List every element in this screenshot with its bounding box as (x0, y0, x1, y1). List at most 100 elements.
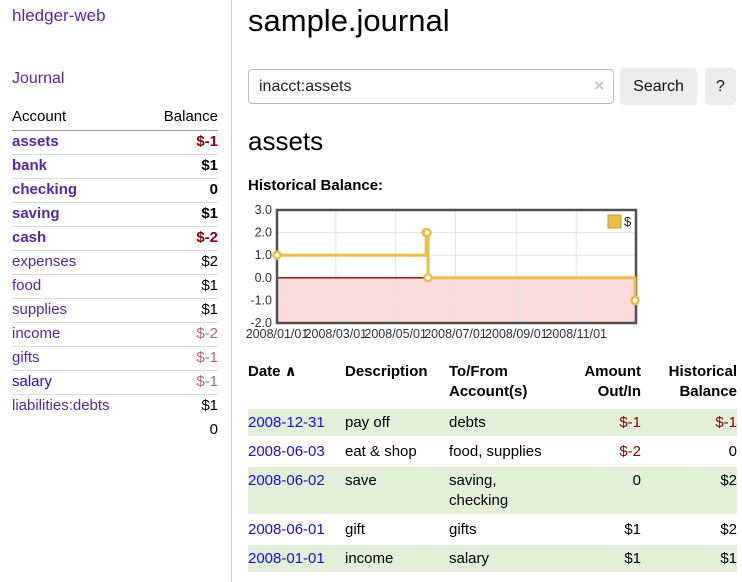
svg-text:3.0: 3.0 (255, 203, 272, 217)
account-link[interactable]: bank (12, 157, 48, 174)
svg-text:1.0: 1.0 (255, 248, 272, 262)
register-description-cell: gift (345, 515, 449, 545)
register-balance-cell: 0 (641, 437, 737, 467)
account-link[interactable]: liabilities:debts (12, 397, 110, 414)
svg-text:2.0: 2.0 (255, 226, 272, 240)
account-balance: $1 (144, 154, 218, 179)
account-link[interactable]: gifts (12, 349, 40, 366)
clear-search-icon[interactable]: × (594, 76, 604, 95)
sort-asc-icon: ∧ (280, 363, 297, 380)
register-description-cell: save (345, 466, 449, 516)
register-description-cell: income (345, 544, 449, 574)
register-balance-cell: $-1 (641, 409, 737, 438)
transaction-date-link[interactable]: 2008-01-01 (248, 550, 325, 567)
register-accounts-cell: food, supplies (449, 437, 571, 467)
register-col-header: Description (345, 363, 428, 380)
register-amount-cell: $1 (571, 544, 641, 574)
accounts-col-header: Account (12, 105, 145, 131)
register-accounts-cell: debts (449, 409, 571, 438)
account-row: salary $-1 (12, 370, 218, 395)
account-row: cash $-2 (12, 226, 218, 251)
account-balance: $-2 (144, 226, 218, 251)
account-link[interactable]: salary (12, 373, 53, 390)
register-date-cell: 2008-06-01 (248, 515, 345, 545)
svg-text:2008/03/01: 2008/03/01 (305, 327, 368, 341)
chart-title: Historical Balance: (248, 177, 384, 194)
register-col-header-sortable[interactable]: Date ∧ (248, 363, 297, 380)
svg-text:2008/07/01: 2008/07/01 (424, 327, 487, 341)
help-button[interactable]: ? (705, 68, 736, 105)
register-date-cell: 2008-06-02 (248, 466, 345, 516)
register-date-cell: 2008-12-31 (248, 409, 345, 438)
account-row: bank $1 (12, 154, 218, 179)
account-balance: $-1 (196, 133, 218, 150)
register-row: 2008-06-03 eat & shop food, supplies $-2 0 (248, 437, 737, 467)
account-link[interactable]: expenses (12, 253, 77, 270)
account-row: supplies $1 (12, 298, 218, 323)
page-title: sample.journal (248, 3, 450, 38)
account-heading: assets (248, 126, 324, 156)
account-link[interactable]: income (12, 325, 61, 342)
account-row: expenses $2 (12, 250, 218, 275)
account-link[interactable]: cash (12, 229, 47, 246)
accounts-total-row: 0 (12, 418, 218, 442)
register-col-header: Amount Out/In (584, 363, 641, 400)
register-amount-cell: $1 (571, 515, 641, 545)
account-balance: $1 (144, 394, 218, 418)
account-balance: $1 (144, 202, 218, 227)
register-row: 2008-12-31 pay off debts $-1 $-1 (248, 409, 737, 438)
svg-text:0.0: 0.0 (255, 271, 272, 285)
register-description-cell: pay off (345, 409, 449, 438)
search-form: × Search ? (248, 68, 742, 105)
search-box: × (248, 69, 614, 104)
register-balance-cell: $2 (641, 515, 737, 545)
register-amount-cell: $-1 (571, 409, 641, 438)
register-row: 2008-06-02 save saving, checking 0 $2 (248, 466, 737, 516)
register-table: Date ∧ Description To/From Account(s) Amount… (248, 360, 737, 574)
sidebar-item-journal[interactable]: Journal (12, 70, 65, 87)
account-row: income $-2 (12, 322, 218, 347)
search-input[interactable] (248, 69, 614, 104)
register-balance-cell: $1 (641, 544, 737, 574)
account-balance: $-1 (144, 370, 218, 395)
svg-text:-2.0: -2.0 (250, 316, 272, 330)
account-link[interactable]: assets (12, 133, 59, 150)
account-row: liabilities:debts $1 (12, 394, 218, 418)
app-title-link[interactable]: hledger-web (12, 6, 106, 25)
svg-text:2008/11/01: 2008/11/01 (545, 327, 607, 341)
register-balance-cell: $2 (641, 466, 737, 516)
register-amount-cell: $-2 (571, 437, 641, 467)
accounts-table: Account Balance assets $-1 bank $1 checking 0… (12, 105, 218, 442)
svg-text:-1.0: -1.0 (250, 293, 272, 307)
account-link[interactable]: checking (12, 181, 78, 198)
account-balance: $2 (144, 250, 218, 275)
svg-text:2008/09/01: 2008/09/01 (485, 327, 548, 341)
account-balance: $1 (144, 274, 218, 299)
register-accounts-cell: saving, checking (449, 466, 571, 516)
register-col-header: Historical Balance (668, 363, 737, 400)
register-description-cell: eat & shop (345, 437, 449, 467)
register-col-header: To/From Account(s) (449, 363, 528, 400)
search-button[interactable]: Search (620, 68, 697, 105)
transaction-date-link[interactable]: 2008-06-01 (248, 521, 325, 538)
account-row: checking 0 (12, 178, 218, 203)
account-link[interactable]: saving (12, 205, 60, 222)
register-row: 2008-06-01 gift gifts $1 $2 (248, 515, 737, 545)
account-balance: $1 (144, 298, 218, 323)
account-link[interactable]: supplies (12, 301, 68, 318)
account-row: assets $-1 (12, 131, 218, 155)
svg-text:2008/05/01: 2008/05/01 (364, 327, 427, 341)
transaction-date-link[interactable]: 2008-12-31 (248, 414, 325, 431)
historical-balance-chart: $3.0 2.0 1.0 0.0 -1.0 -2.02008/01/012008/03/0… (246, 203, 640, 341)
transaction-date-link[interactable]: 2008-06-03 (248, 443, 325, 460)
balance-col-header: Balance (144, 105, 218, 131)
account-row: saving $1 (12, 202, 218, 227)
svg-text:2008/01/01: 2008/01/01 (246, 327, 309, 341)
account-row: food $1 (12, 274, 218, 299)
account-balance: $-1 (144, 346, 218, 371)
transaction-date-link[interactable]: 2008-06-02 (248, 472, 325, 489)
account-link[interactable]: food (12, 277, 42, 294)
register-amount-cell: 0 (571, 466, 641, 516)
sidebar: hledger-web Journal Account Balance asse… (0, 0, 232, 582)
